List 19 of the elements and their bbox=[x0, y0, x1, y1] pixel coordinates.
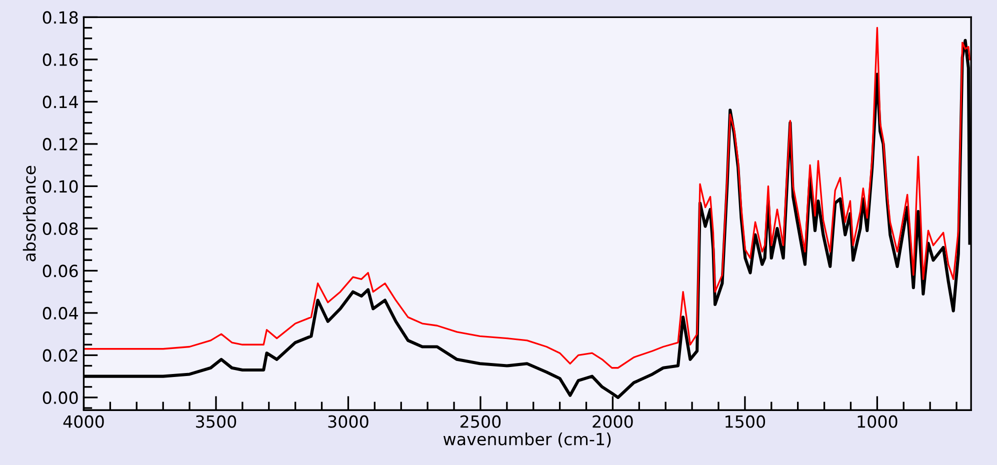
y-tick-label: 0.14 bbox=[42, 96, 78, 108]
x-tick-label: 2000 bbox=[592, 415, 633, 428]
x-axis-title: wavenumber (cm-1) bbox=[443, 432, 611, 448]
x-tick-label: 3500 bbox=[196, 415, 236, 428]
y-axis-title: absorbance bbox=[22, 166, 36, 262]
y-tick-label: 0.16 bbox=[42, 53, 78, 66]
x-tick-label: 3000 bbox=[328, 415, 368, 428]
x-tick-label: 1500 bbox=[726, 415, 766, 428]
x-tick-label: 1000 bbox=[858, 415, 898, 428]
y-tick-label: 0.04 bbox=[42, 306, 78, 320]
y-tick-label: 0.02 bbox=[42, 349, 78, 362]
x-tick-label: 4000 bbox=[63, 415, 104, 428]
y-tick-label: 0.18 bbox=[42, 11, 78, 24]
y-tick-label: 0.12 bbox=[42, 138, 78, 151]
y-tick-label: 0.10 bbox=[42, 180, 78, 193]
y-tick-label: 0.06 bbox=[42, 264, 78, 278]
x-tick-label: 2500 bbox=[460, 415, 501, 428]
y-tick-label: 0.00 bbox=[42, 391, 78, 404]
y-tick-label: 0.08 bbox=[42, 222, 78, 236]
